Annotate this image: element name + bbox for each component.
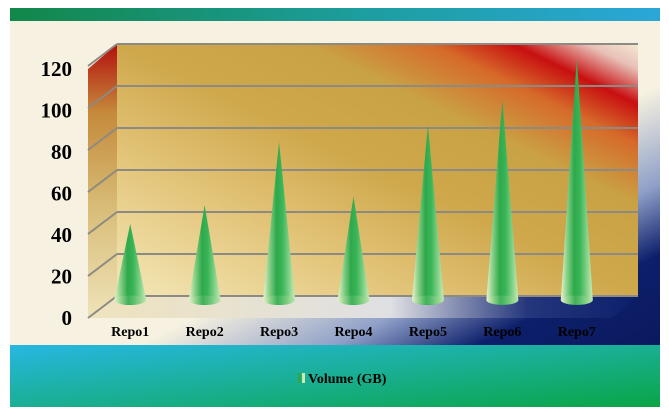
footer-band [10,345,660,407]
cone-bar [263,142,296,305]
x-category-label: Repo6 [483,325,521,340]
gridline-side [87,85,118,109]
cone-bar [560,58,593,305]
y-tick-label: 0 [62,306,73,330]
legend-label: Volume (GB) [308,372,387,387]
cone-body [486,100,519,305]
cone-base [188,295,221,305]
cone-body [560,58,593,305]
cone-base [263,295,296,305]
y-tick-label: 40 [51,223,72,247]
y-tick-label: 20 [51,265,72,289]
cone-bar [188,205,221,305]
cone-bar [337,196,370,305]
y-tick-label: 80 [51,140,72,164]
cone-base [486,295,519,305]
cone-body [188,205,221,305]
cone-bar [411,125,444,305]
cone-base [411,295,444,305]
cone-bar [486,100,519,305]
x-axis-labels: Repo1 Repo2 Repo3 Repo4 Repo5 Repo6 Repo7 [111,325,596,340]
gridline-side [87,211,118,235]
x-category-label: Repo4 [334,325,372,340]
cone-body [411,125,444,305]
y-axis-ticks: 0 20 40 60 80 100 120 [41,57,73,330]
y-tick-label: 60 [51,182,72,206]
cone-body [114,223,147,305]
gridline-side [87,169,118,193]
header-band [10,8,660,21]
legend-swatch-right [302,373,305,383]
y-tick-label: 120 [41,57,73,81]
x-category-label: Repo1 [111,325,149,340]
gridline-side [87,43,118,67]
x-category-label: Repo7 [558,325,596,340]
gridline-side [87,295,118,319]
cone-base [560,295,593,305]
x-category-label: Repo2 [186,325,224,340]
y-tick-label: 100 [41,99,73,123]
cone-body [263,142,296,305]
x-category-label: Repo3 [260,325,298,340]
x-category-label: Repo5 [409,325,447,340]
cones [114,58,593,305]
cone-base [337,295,370,305]
gridline-side [87,127,118,151]
legend: Volume (GB) [298,372,387,387]
cone-base [114,295,147,305]
gridline-side [87,253,118,277]
cone-bar [114,223,147,305]
legend-swatch-left [298,373,301,383]
cone-body [337,196,370,305]
